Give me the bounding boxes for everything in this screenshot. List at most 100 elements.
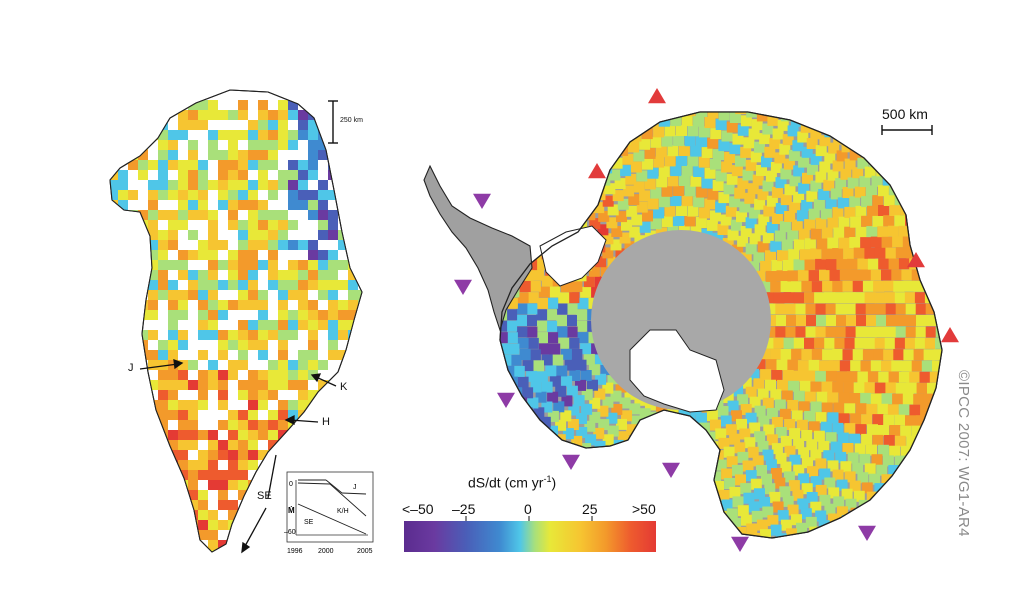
greenland-cell (258, 100, 268, 110)
greenland-cell (348, 440, 358, 450)
greenland-cell (338, 170, 348, 180)
antarctica-cell (852, 280, 864, 292)
antarctica-cell (828, 513, 839, 525)
greenland-cell (118, 370, 128, 380)
greenland-cell (278, 470, 288, 480)
antarctica-cell (604, 183, 616, 195)
antarctica-cell (539, 213, 551, 225)
antarctica-cell (764, 483, 776, 495)
antarctica-cell (440, 360, 451, 371)
antarctica-cell (555, 210, 567, 222)
greenland-cell (168, 150, 178, 160)
antarctica-cell (456, 247, 467, 258)
greenland-cell (258, 150, 268, 160)
antarctica-cell (589, 449, 601, 461)
greenland-cell (148, 500, 158, 510)
antarctica-cell (533, 189, 545, 200)
antarctica-cell (861, 482, 873, 494)
greenland-cell (358, 230, 362, 240)
antarctica-cell (855, 424, 867, 436)
antarctica-cell (460, 441, 471, 452)
antarctica-cell (639, 190, 651, 202)
antarctica-cell (732, 133, 744, 145)
greenland-cell (358, 380, 362, 390)
antarctica-cell (855, 326, 867, 338)
greenland-cell (288, 450, 298, 460)
antarctica-cell (737, 235, 749, 247)
antarctica-cell (541, 501, 553, 513)
greenland-cell (328, 290, 338, 300)
antarctica-cell (556, 112, 567, 119)
greenland-cell (218, 190, 228, 200)
greenland-cell (110, 280, 118, 290)
antarctica-cell (481, 176, 492, 187)
antarctica-cell (825, 370, 837, 382)
antarctica-cell (870, 236, 882, 248)
antarctica-cell (766, 222, 778, 234)
antarctica-cell (885, 382, 897, 394)
antarctica-cell (567, 211, 579, 222)
greenland-cell (358, 410, 362, 420)
antarctica-cell (847, 371, 858, 383)
antarctica-cell (775, 533, 787, 538)
greenland-cell (278, 140, 288, 150)
antarctica-cell (566, 303, 578, 315)
antarctica-cell (526, 315, 537, 326)
antarctica-cell (935, 337, 942, 349)
antarctica-cell (513, 365, 525, 377)
antarctica-cell (507, 456, 519, 468)
antarctica-cell (470, 355, 481, 366)
antarctica-cell (690, 175, 702, 187)
greenland-cell (208, 300, 218, 310)
antarctica-cell (447, 338, 458, 349)
antarctica-cell (706, 219, 718, 231)
greenland-cell (268, 150, 278, 160)
colorbar-title-text: dS/dt (cm yr (468, 474, 544, 491)
greenland-cell (148, 460, 158, 470)
antarctica-cell (685, 575, 696, 586)
antarctica-cell (571, 281, 583, 292)
greenland-cell (198, 290, 208, 300)
greenland-cell (138, 110, 148, 120)
greenland-cell (268, 360, 278, 370)
antarctica-cell (526, 432, 538, 444)
greenland-cell (208, 180, 218, 190)
greenland-cell (118, 490, 128, 500)
antarctica-cell (483, 399, 494, 410)
greenland-cell (238, 350, 248, 360)
antarctica-cell (722, 392, 734, 403)
antarctica-cell (619, 82, 630, 93)
greenland-cell (148, 210, 158, 220)
antarctica-cell (693, 433, 705, 445)
antarctica-cell (802, 172, 813, 184)
antarctica-cell (798, 156, 810, 168)
antarctica-cell (460, 170, 471, 181)
antarctica-cell (623, 185, 635, 197)
greenland-cell (198, 210, 208, 220)
antarctica-cell (644, 451, 656, 463)
antarctica-cell (765, 459, 777, 471)
antarctica-cell (500, 182, 512, 193)
greenland-cell (198, 190, 208, 200)
greenland-cell (228, 330, 238, 340)
greenland-cell (188, 250, 198, 260)
antarctica-cell (602, 396, 614, 408)
antarctica-cell (527, 292, 539, 304)
antarctica-cell (857, 258, 869, 270)
antarctica-cell (608, 137, 620, 149)
greenland-cell (258, 520, 268, 530)
antarctica-cell (806, 138, 818, 149)
greenland-cell (118, 380, 128, 390)
antarctica-cell (676, 205, 687, 216)
greenland-cell (288, 110, 298, 120)
antarctica-cell (506, 191, 518, 203)
antarctica-cell (771, 260, 783, 271)
greenland-cell (228, 190, 238, 200)
antarctica-cell (836, 506, 848, 518)
greenland-cell (178, 220, 188, 230)
antarctica-cell (748, 261, 760, 273)
antarctica-cell (630, 161, 642, 173)
antarctica-cell (419, 275, 430, 286)
antarctica-cell (684, 444, 696, 456)
inset-series-se (297, 503, 367, 535)
